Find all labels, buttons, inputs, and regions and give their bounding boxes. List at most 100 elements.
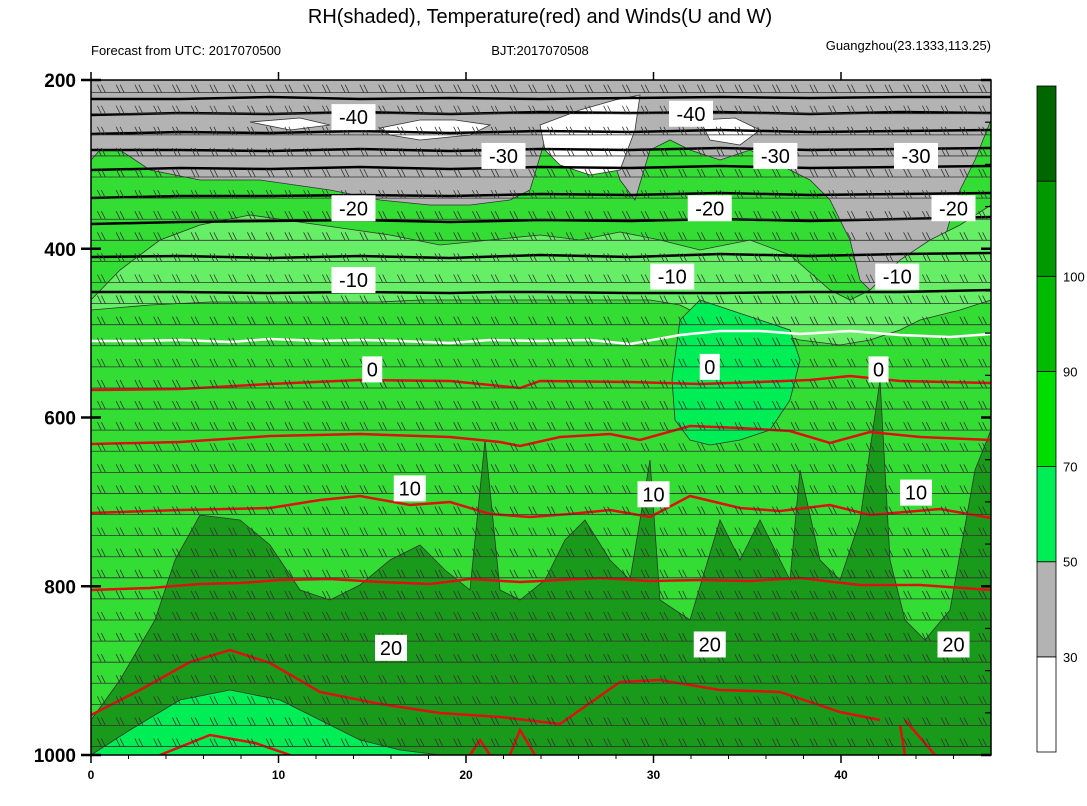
wind-barb-flag: [303, 717, 308, 726]
wind-barb-flag: [359, 717, 365, 726]
wind-barb-flag: [959, 295, 965, 304]
wind-barb-flag: [944, 717, 950, 726]
wind-barb-flag: [682, 443, 687, 452]
wind-barb-flag: [344, 632, 350, 642]
wind-barb-flag: [547, 232, 552, 241]
wind-barb-flag: [738, 421, 744, 431]
wind-barb-flag: [776, 253, 781, 262]
wind-barb-flag: [119, 738, 125, 747]
wind-barb-flag: [809, 464, 815, 473]
wind-barb-flag: [963, 485, 969, 494]
wind-barb-flag: [978, 379, 983, 389]
wind-barb-flag: [959, 253, 965, 262]
wind-barb-flag: [265, 548, 271, 557]
wind-barb-flag: [865, 337, 871, 346]
wind-barb-flag: [434, 548, 440, 557]
wind-barb-flag: [228, 590, 233, 600]
wind-barb-flag: [588, 590, 594, 600]
wind-barb-flag: [457, 147, 462, 157]
wind-barb-flag: [157, 253, 162, 262]
wind-barb-flag: [419, 675, 425, 684]
wind-barb-flag: [959, 548, 965, 557]
wind-barb-flag: [903, 675, 908, 684]
wind-barb-flag: [494, 211, 500, 220]
wind-barb-flag: [907, 464, 912, 473]
wind-barb-flag: [340, 696, 346, 705]
wind-barb-flag: [172, 274, 177, 283]
wind-barb-flag: [269, 358, 275, 368]
wind-barb-flag: [869, 569, 875, 578]
wind-barb-flag: [97, 717, 102, 726]
wind-barb-flag: [659, 316, 665, 325]
wind-barb-flag: [494, 126, 500, 136]
wind-barb-flag: [269, 147, 275, 157]
wind-barb-flag: [213, 675, 219, 684]
wind-barb-flag: [926, 400, 931, 410]
wind-barb-flag: [663, 506, 669, 515]
wind-barb-flag: [340, 590, 346, 600]
wind-barb-flag: [809, 421, 815, 431]
wind-barb-flag: [603, 316, 608, 325]
wind-barb-flag: [940, 126, 946, 136]
wind-barb-flag: [569, 379, 575, 389]
contour-label: 10: [637, 481, 670, 508]
wind-barb-flag: [940, 675, 946, 684]
wind-barb-flag: [247, 485, 252, 494]
wind-barb-flag: [194, 717, 200, 726]
wind-barb-flag: [397, 717, 402, 726]
wind-barb-flag: [772, 253, 777, 262]
wind-barb-flag: [284, 84, 290, 93]
wind-barb-flag: [528, 590, 533, 600]
wind-barb-flag: [547, 379, 552, 389]
wind-barb-flag: [734, 654, 740, 663]
wind-barb-flag: [847, 738, 852, 747]
wind-barb-flag: [715, 379, 721, 389]
wind-barb-flag: [547, 358, 552, 368]
wind-barb-flag: [813, 379, 819, 389]
wind-barb-flag: [584, 485, 590, 494]
wind-barb-flag: [701, 611, 706, 621]
wind-barb-flag: [476, 590, 481, 600]
wind-barb-flag: [738, 189, 744, 199]
wind-barb-flag: [97, 168, 102, 178]
wind-barb-flag: [607, 316, 612, 325]
wind-barb-flag: [119, 632, 125, 642]
wind-barb-flag: [757, 548, 762, 557]
wind-barb-flag: [172, 527, 177, 536]
wind-barb-flag: [213, 316, 219, 325]
wind-barb-flag: [115, 168, 121, 178]
wind-barb-flag: [134, 358, 140, 368]
wind-barb-flag: [926, 295, 931, 304]
wind-barb-flag: [588, 147, 594, 157]
wind-barb-flag: [213, 506, 219, 515]
wind-barb-flag: [565, 274, 571, 283]
wind-barb-flag: [269, 654, 275, 663]
wind-barb-flag: [907, 696, 912, 705]
wind-barb-flag: [303, 147, 308, 157]
wind-barb-flag: [622, 717, 627, 726]
wind-barb-flag: [701, 337, 706, 346]
wind-barb-flag: [790, 400, 796, 410]
wind-barb-flag: [738, 675, 744, 684]
wind-barb-flag: [551, 464, 556, 473]
wind-barb-flag: [790, 295, 796, 304]
wind-barb-flag: [326, 316, 331, 325]
wind-barb-flag: [828, 738, 833, 747]
wind-barb-flag: [565, 126, 571, 136]
wind-barb-flag: [813, 569, 819, 578]
wind-barb-flag: [397, 358, 402, 368]
wind-barb-flag: [734, 316, 740, 325]
wind-barb-flag: [940, 168, 946, 178]
wind-barb-flag: [382, 464, 387, 473]
wind-barb-flag: [663, 611, 669, 621]
wind-barb-flag: [884, 611, 890, 621]
wind-barb-flag: [982, 696, 987, 705]
wind-barb-flag: [753, 527, 758, 536]
wind-barb-flag: [697, 126, 702, 136]
wind-barb-flag: [978, 147, 983, 157]
wind-barb-flag: [269, 738, 275, 747]
wind-barb-flag: [944, 485, 950, 494]
wind-barb-flag: [509, 105, 515, 114]
wind-barb-flag: [569, 548, 575, 557]
wind-barb-flag: [344, 232, 350, 241]
